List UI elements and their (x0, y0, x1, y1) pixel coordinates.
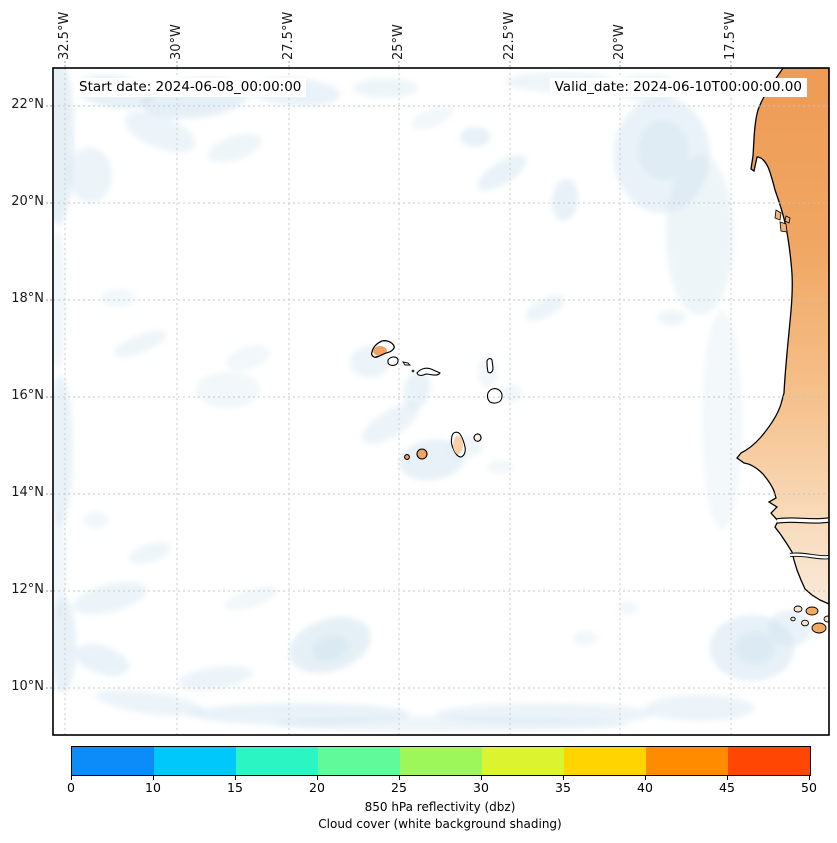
colorbar-tick-label: 40 (637, 780, 653, 795)
lon-axis-label: 20°W (612, 24, 627, 60)
gridlines (53, 68, 829, 735)
lat-axis-label: 14°N (11, 485, 44, 500)
colorbar-segment (482, 747, 564, 775)
lat-axis-label: 10°N (11, 679, 44, 694)
colorbar-tick-label: 0 (67, 780, 75, 795)
colorbar-tick (317, 775, 319, 780)
colorbar-segment (318, 747, 400, 775)
raso-islet (411, 369, 415, 373)
colorbar-label-line2: Cloud cover (white background shading) (318, 817, 562, 831)
plot-border (52, 67, 830, 736)
colorbar-tick (809, 775, 811, 780)
colorbar-tick (563, 775, 565, 780)
lon-axis-label: 25°W (391, 24, 406, 60)
cloud-shading-layer (53, 68, 812, 732)
axis-ticks (46, 61, 732, 689)
boa-vista-island (486, 388, 503, 404)
colorbar-tick (399, 775, 401, 780)
cape-verde-islands (371, 340, 503, 460)
colorbar-tick-label: 25 (391, 780, 407, 795)
colorbar-tick (71, 775, 73, 780)
colorbar-tick (645, 775, 647, 780)
colorbar-segment (564, 747, 646, 775)
fogo-island (416, 448, 428, 460)
colorbar-tick-label: 15 (227, 780, 243, 795)
santa-luzia-island (402, 361, 412, 366)
valid-date-annotation: Valid_date: 2024-06-10T00:00:00.00 (549, 78, 807, 97)
lat-axis-label: 22°N (11, 97, 44, 112)
lat-axis-label: 16°N (11, 388, 44, 403)
banc-darguin-islands (774, 209, 791, 233)
lon-axis-label: 22.5°W (502, 11, 517, 60)
colorbar-segment (728, 747, 810, 775)
colorbar-tick-label: 35 (555, 780, 571, 795)
brava-island (404, 454, 410, 460)
colorbar-label-line1: 850 hPa reflectivity (dbz) (364, 800, 516, 814)
colorbar-segment (400, 747, 482, 775)
colorbar-segment (154, 747, 236, 775)
colorbar-tick-label: 50 (801, 780, 817, 795)
colorbar-tick-label: 45 (719, 780, 735, 795)
colorbar-tick (235, 775, 237, 780)
casamance-river (789, 552, 829, 560)
colorbar-segment (72, 747, 154, 775)
lon-axis-label: 32.5°W (57, 11, 72, 60)
lon-axis-label: 27.5°W (281, 11, 296, 60)
bijagos-islands (790, 605, 829, 634)
gambia-river (776, 517, 829, 524)
africa-land (736, 68, 829, 634)
lat-axis-label: 12°N (11, 582, 44, 597)
lon-axis-label: 30°W (169, 24, 184, 60)
colorbar-tick (153, 775, 155, 780)
lon-axis-label: 17.5°W (723, 11, 738, 60)
sao-vicente-island (387, 356, 399, 366)
colorbar-tick-label: 20 (309, 780, 325, 795)
sal-island (486, 358, 494, 374)
maio-island (473, 433, 482, 442)
colorbar (71, 746, 811, 776)
start-date-annotation: Start date: 2024-06-08_00:00:00 (74, 78, 307, 97)
colorbar-segment (236, 747, 318, 775)
colorbar-tick (481, 775, 483, 780)
lat-axis-label: 20°N (11, 194, 44, 209)
colorbar-tick-label: 10 (145, 780, 161, 795)
africa-coastline (736, 68, 829, 605)
colorbar-tick-label: 30 (473, 780, 489, 795)
colorbar-tick (727, 775, 729, 780)
colorbar-segment (646, 747, 728, 775)
lat-axis-label: 18°N (11, 291, 44, 306)
sao-nicolau-island (416, 367, 441, 376)
